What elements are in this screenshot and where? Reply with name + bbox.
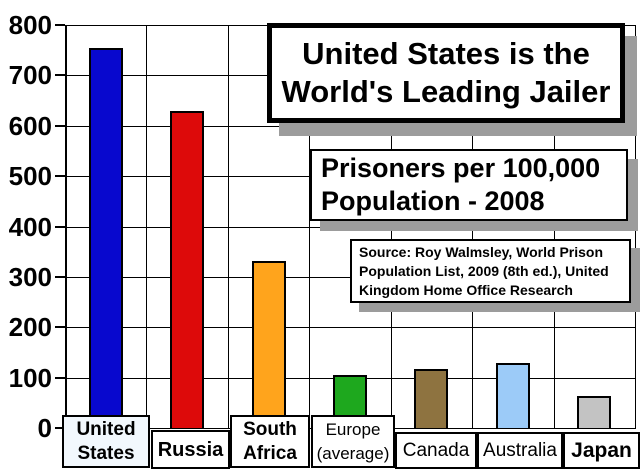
y-axis-tick-label: 200 (8, 312, 52, 343)
y-axis-tick-label: 0 (37, 413, 52, 443)
gridline-vertical (635, 25, 636, 428)
category-label-japan: Japan (563, 432, 640, 469)
category-label-line: South (243, 418, 297, 440)
category-label-russia: Russia (151, 430, 230, 469)
y-axis-tick-mark (55, 225, 65, 228)
chart-source-line2: Population List, 2009 (8th ed.), United (359, 262, 609, 279)
bar-russia (170, 110, 205, 430)
gridline-horizontal (65, 327, 636, 329)
gridline-vertical (309, 25, 311, 428)
y-axis-tick-mark (55, 175, 65, 178)
y-axis-tick-label: 300 (8, 261, 52, 292)
category-label-europe-average-: Europe (average) (311, 415, 395, 468)
chart-title-box: United States is the World's Leading Jai… (267, 23, 625, 123)
y-axis-tick-label: 600 (8, 110, 52, 141)
gridline-vertical (553, 25, 555, 428)
category-label-line: States (77, 442, 135, 464)
chart-title-line1: United States is the (302, 36, 590, 71)
category-label-united-states: United States (62, 415, 150, 468)
chart-source-line3: Kingdom Home Office Research (359, 281, 573, 298)
chart-source-box: Source: Roy Walmsley, World Prison Popul… (350, 239, 631, 303)
y-axis-tick-mark (55, 275, 65, 278)
gridline-vertical (227, 25, 229, 428)
chart-subtitle-line2: Population - 2008 (321, 186, 545, 216)
y-axis-tick-label: 500 (8, 161, 52, 192)
bar-united-states (88, 47, 123, 430)
chart-title-line2: World's Leading Jailer (281, 74, 611, 109)
y-axis-tick-mark (55, 326, 65, 329)
gridline-horizontal (65, 226, 636, 228)
gridline-vertical (390, 25, 392, 428)
y-axis-tick-mark (55, 24, 65, 26)
gridline-vertical (472, 25, 474, 428)
category-label-line: Australia (483, 439, 557, 461)
category-label-line: Russia (157, 438, 224, 461)
y-axis-tick-label: 100 (8, 362, 52, 393)
bar-south-africa (251, 260, 286, 430)
category-label-south-africa: South Africa (230, 415, 310, 468)
category-label-line: Africa (243, 442, 297, 464)
gridline-vertical (146, 25, 148, 428)
category-label-line: United (76, 418, 136, 440)
gridline-horizontal (65, 125, 636, 127)
category-label-line: Europe (325, 419, 381, 439)
chart-subtitle-box: Prisoners per 100,000 Population - 2008 (310, 149, 628, 221)
y-axis-tick-label: 800 (8, 10, 52, 40)
bar-australia (495, 363, 530, 430)
y-axis-tick-mark (55, 376, 65, 379)
y-axis-tick-mark (55, 427, 65, 429)
category-label-australia: Australia (477, 432, 563, 469)
y-axis-line (65, 25, 67, 431)
category-label-line: Japan (571, 438, 632, 462)
category-label-canada: Canada (395, 432, 477, 469)
y-axis-tick-mark (55, 74, 65, 77)
y-axis-tick-mark (55, 124, 65, 127)
category-label-line: (average) (316, 443, 390, 463)
bar-japan (577, 396, 612, 430)
chart-subtitle-line1: Prisoners per 100,000 (321, 153, 601, 183)
y-axis-tick-label: 400 (8, 211, 52, 242)
bar-canada (414, 369, 449, 430)
category-label-line: Canada (402, 439, 470, 461)
y-axis-tick-label: 700 (8, 60, 52, 91)
chart-source-line1: Source: Roy Walmsley, World Prison (359, 243, 604, 260)
